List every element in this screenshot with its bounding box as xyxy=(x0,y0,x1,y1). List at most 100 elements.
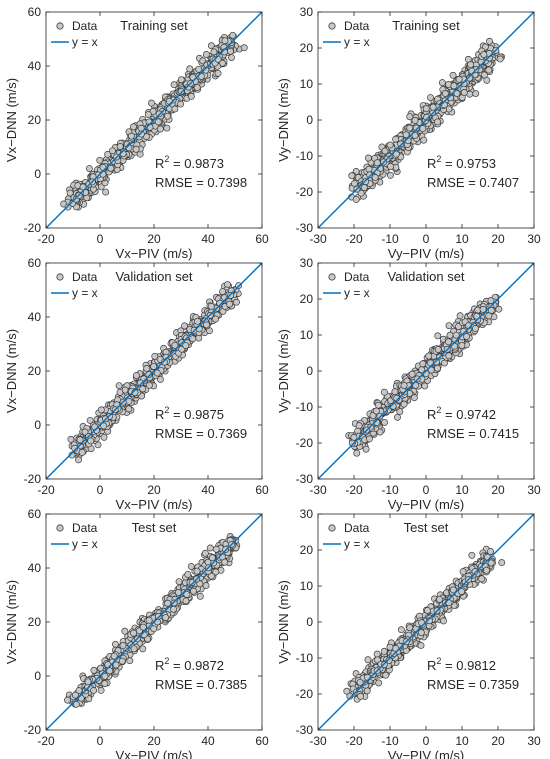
data-point xyxy=(373,650,381,658)
x-tick-label: 20 xyxy=(491,483,505,497)
y-tick-label: 40 xyxy=(28,561,42,575)
data-point xyxy=(440,617,447,625)
x-tick-label: 20 xyxy=(491,232,505,246)
y-tick-label: 60 xyxy=(28,507,42,521)
data-point xyxy=(149,107,157,115)
rmse-annotation: RMSE = 0.7398 xyxy=(155,175,247,190)
data-point xyxy=(445,338,452,346)
data-point xyxy=(206,544,214,552)
data-point xyxy=(182,597,190,605)
rmse-annotation: RMSE = 0.7369 xyxy=(155,426,247,441)
data-point xyxy=(441,90,449,97)
data-point xyxy=(366,171,374,179)
data-point xyxy=(202,582,210,590)
data-point xyxy=(478,575,486,583)
legend: Data y = x xyxy=(51,521,98,551)
x-tick-label: 60 xyxy=(255,734,269,748)
data-point xyxy=(392,150,400,158)
data-point xyxy=(187,562,195,570)
data-point xyxy=(434,118,441,126)
data-point xyxy=(99,170,107,178)
data-point xyxy=(196,580,204,588)
data-point xyxy=(84,678,92,686)
x-tick-label: 30 xyxy=(527,734,541,748)
data-point xyxy=(203,321,210,329)
legend-data-label: Data xyxy=(72,270,98,284)
data-point xyxy=(151,352,159,360)
legend: Data y = x xyxy=(51,270,98,300)
y-tick-label: 30 xyxy=(300,5,314,19)
data-point xyxy=(64,696,71,704)
data-point xyxy=(472,325,480,332)
y-tick-label: 20 xyxy=(300,543,314,557)
data-point xyxy=(417,629,425,637)
data-point xyxy=(196,592,204,600)
y-tick-label: -20 xyxy=(296,436,314,450)
data-point xyxy=(485,66,493,74)
y-tick-label: 40 xyxy=(28,310,42,324)
data-point xyxy=(374,401,382,409)
data-point xyxy=(485,312,493,320)
legend-line-label: y = x xyxy=(72,286,98,300)
y-tick-label: 0 xyxy=(306,364,313,378)
data-point xyxy=(420,136,428,144)
y-tick-label: 0 xyxy=(34,167,41,181)
data-point xyxy=(480,71,488,79)
data-point xyxy=(406,124,414,132)
y-tick-label: -20 xyxy=(24,221,42,235)
y-tick-label: 30 xyxy=(300,256,314,270)
data-point xyxy=(233,298,240,306)
data-point xyxy=(153,369,161,377)
data-point xyxy=(201,549,209,557)
data-point xyxy=(406,624,414,632)
data-point xyxy=(96,156,104,164)
data-point xyxy=(449,71,457,79)
data-point xyxy=(376,428,384,436)
r2-annotation: R2 = 0.9753 xyxy=(427,154,496,171)
r2-superscript: 2 xyxy=(164,154,169,164)
panel-b: -20 0 20 40 60 -20 0 20 40 60 Vx−PIV (m/s) Vx−DNN (… xyxy=(4,256,269,532)
data-point xyxy=(187,92,195,100)
legend-data-label: Data xyxy=(72,19,98,33)
data-point xyxy=(110,652,118,660)
legend-data-label: Data xyxy=(72,521,98,535)
rmse-annotation: RMSE = 0.7385 xyxy=(155,677,247,692)
data-point xyxy=(102,188,110,196)
set-title: Test set xyxy=(132,520,177,535)
data-point xyxy=(397,626,405,634)
y-tick-label: 20 xyxy=(28,364,42,378)
r2-superscript: 2 xyxy=(436,656,441,666)
data-point xyxy=(366,435,373,443)
data-point xyxy=(202,66,210,74)
data-point xyxy=(177,87,185,95)
x-tick-label: -10 xyxy=(381,483,399,497)
y-axis-label: Vx−DNN (m/s) xyxy=(4,329,19,413)
data-point xyxy=(460,89,468,96)
data-point xyxy=(97,686,105,694)
data-point xyxy=(413,124,420,132)
x-axis-label: Vx−PIV (m/s) xyxy=(116,748,193,759)
data-point xyxy=(434,364,441,372)
data-point xyxy=(72,700,80,708)
data-point xyxy=(64,203,72,211)
data-point xyxy=(90,687,98,694)
data-point xyxy=(71,444,79,452)
data-point xyxy=(371,173,379,181)
data-point xyxy=(132,145,140,153)
data-point xyxy=(161,358,168,366)
data-point xyxy=(350,180,358,187)
legend: Data y = x xyxy=(323,19,370,49)
x-tick-label: 10 xyxy=(455,734,469,748)
data-point xyxy=(458,341,466,349)
data-point xyxy=(380,647,388,655)
data-point xyxy=(212,545,220,553)
data-point xyxy=(101,680,109,688)
y-axis-label: Vy−DNN (m/s) xyxy=(276,580,291,664)
legend-marker-icon xyxy=(328,273,336,281)
r2-value: = 0.9873 xyxy=(169,156,224,171)
x-tick-label: -30 xyxy=(309,483,327,497)
data-point xyxy=(125,405,133,413)
data-point xyxy=(133,372,140,379)
data-point xyxy=(423,113,431,121)
x-tick-label: 40 xyxy=(201,483,215,497)
